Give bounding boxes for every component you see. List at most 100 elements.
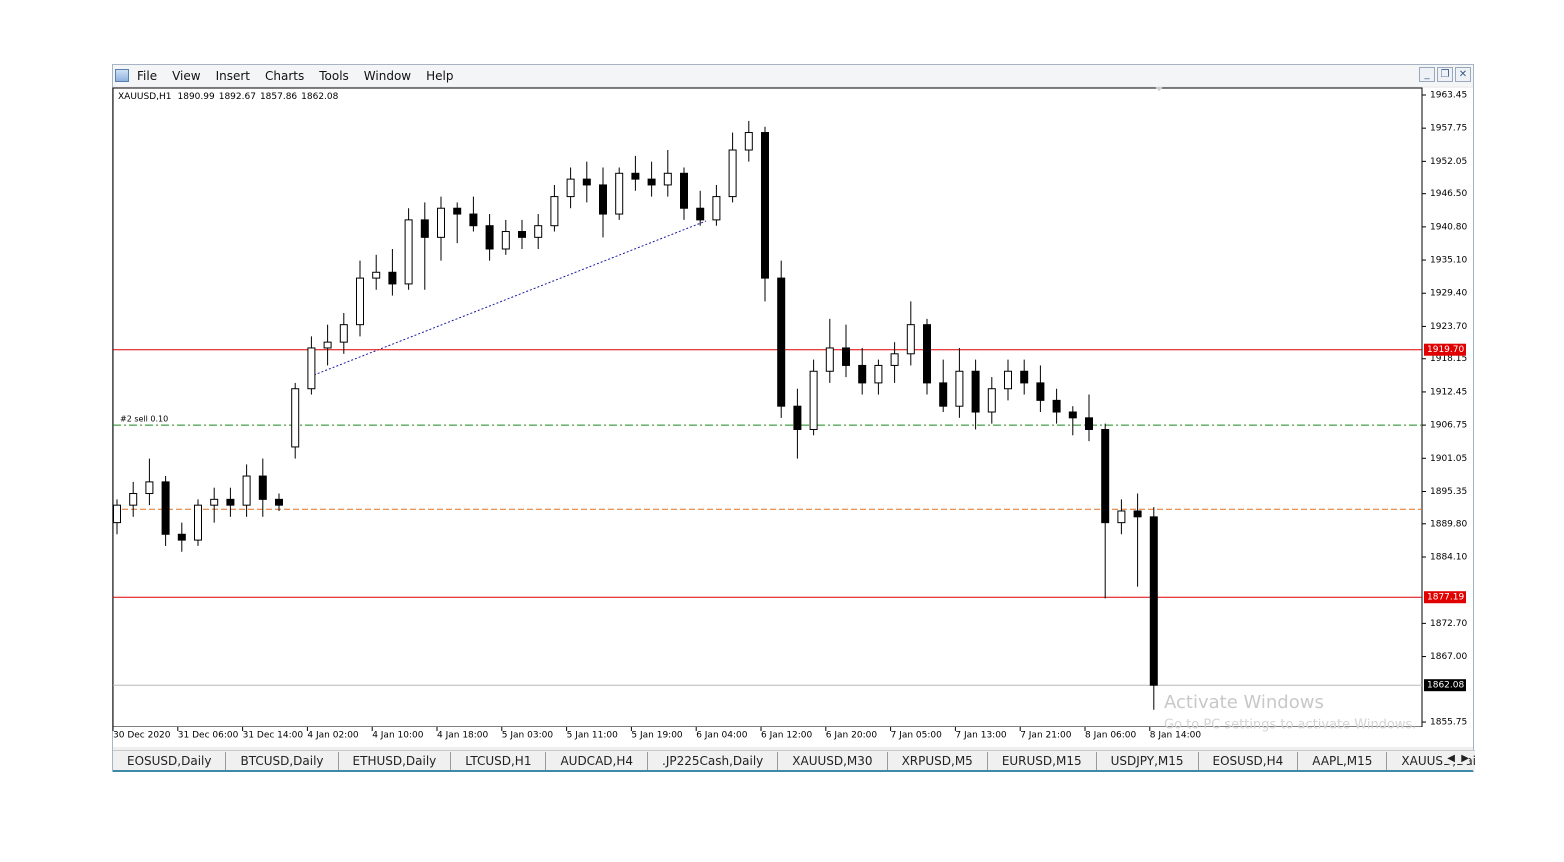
high-value: 1892.67 — [219, 92, 256, 102]
candle-body — [971, 370, 980, 413]
chart-tab[interactable]: XAUUSD,M30 — [778, 752, 888, 771]
candle-body — [874, 364, 883, 384]
chart-tab[interactable]: BTCUSD,Daily — [226, 752, 339, 771]
x-tick-label: 6 Jan 12:00 — [761, 731, 813, 741]
chart-tab[interactable]: EURUSD,M15 — [988, 752, 1097, 771]
watermark-title: Activate Windows — [1164, 692, 1324, 713]
candle-body — [599, 184, 607, 215]
x-tick-label: 4 Jan 18:00 — [437, 731, 489, 741]
menu-item[interactable]: File — [137, 68, 158, 83]
price-label: 1919.70 — [1427, 345, 1464, 355]
x-tick-label: 31 Dec 14:00 — [243, 731, 304, 741]
y-tick-label: 1867.00 — [1430, 652, 1467, 662]
candle-body — [372, 271, 381, 279]
candle-body — [825, 347, 834, 372]
menu-bar: File View Insert Charts Tools Window Help — [113, 65, 1473, 86]
price-label-bg — [1424, 343, 1466, 356]
close-value: 1862.08 — [301, 92, 338, 102]
chart-tabs: EOSUSD,Daily BTCUSD,Daily ETHUSD,Daily LTCU… — [113, 750, 1475, 771]
candle-body — [696, 207, 705, 221]
close-button[interactable]: ✕ — [1455, 67, 1471, 82]
y-tick-label: 1889.80 — [1430, 519, 1467, 529]
menu-item[interactable]: Help — [426, 68, 454, 83]
status-strip — [113, 770, 1473, 772]
y-tick-label: 1855.75 — [1430, 718, 1467, 728]
price-label-bg — [1424, 591, 1466, 604]
x-tick-label: 31 Dec 06:00 — [178, 731, 239, 741]
menu-item[interactable]: Charts — [265, 68, 305, 83]
app-icon — [115, 69, 129, 82]
candle-body — [388, 271, 397, 285]
chart-tab[interactable]: XRPUSD,M5 — [888, 752, 988, 771]
menu-item[interactable]: Insert — [215, 68, 250, 83]
x-tick-label: 7 Jan 21:00 — [1020, 731, 1072, 741]
chart-tab[interactable]: .JP225Cash,Daily — [648, 752, 779, 771]
y-tick-label: 1901.05 — [1430, 454, 1467, 464]
candle-body — [404, 219, 413, 285]
candle-body — [1149, 516, 1158, 686]
candle-body — [307, 347, 316, 390]
candle-body — [647, 178, 656, 186]
y-tick-label: 1957.75 — [1430, 124, 1467, 134]
tab-scroll[interactable]: ◀ ▶ — [1443, 753, 1469, 764]
candle-body — [1133, 510, 1142, 518]
price-label-bg — [1424, 679, 1466, 692]
menu-item[interactable]: View — [172, 68, 201, 83]
x-tick-label: 4 Jan 10:00 — [372, 731, 424, 741]
menu-item[interactable]: Tools — [319, 68, 349, 83]
x-tick-label: 8 Jan 06:00 — [1085, 731, 1137, 741]
y-tick-label: 1952.05 — [1430, 157, 1467, 167]
candle-body — [177, 533, 186, 541]
candle-body — [129, 493, 138, 506]
candle-body — [955, 370, 964, 407]
candle-body — [777, 277, 786, 407]
chart-tab[interactable]: EOSUSD,H4 — [1199, 752, 1299, 771]
y-tick-label: 1895.35 — [1430, 487, 1467, 497]
y-tick-label: 1872.70 — [1430, 619, 1467, 629]
candle-body — [615, 172, 624, 215]
restore-button[interactable]: ❐ — [1437, 67, 1453, 82]
chart-tab[interactable]: LTCUSD,H1 — [451, 752, 547, 771]
candle-body — [1004, 370, 1012, 390]
candle-body — [761, 132, 769, 279]
minimize-button[interactable]: _ — [1419, 67, 1435, 82]
candle-body — [534, 225, 543, 238]
candle-body — [145, 481, 154, 495]
candle-body — [1036, 382, 1045, 401]
candle-body — [1020, 370, 1029, 384]
x-tick-label: 7 Jan 13:00 — [955, 731, 1007, 741]
x-tick-label: 6 Jan 04:00 — [696, 731, 748, 741]
x-tick-label: 5 Jan 19:00 — [631, 731, 683, 741]
candle-body — [258, 475, 267, 500]
candle-body — [728, 149, 737, 198]
candle-body — [242, 475, 251, 506]
candle-body — [453, 207, 462, 215]
candle-body — [356, 277, 364, 326]
price-label: 1877.19 — [1427, 593, 1464, 603]
x-tick-label: 7 Jan 05:00 — [891, 731, 943, 741]
candle-body — [323, 341, 332, 349]
candle-body — [663, 172, 672, 186]
candle-body — [1101, 428, 1110, 524]
chart-tab[interactable]: AUDCAD,H4 — [546, 752, 648, 771]
chart-tab[interactable]: AAPL,M15 — [1298, 752, 1388, 771]
candle-body — [485, 225, 494, 250]
x-tick-label: 6 Jan 20:00 — [826, 731, 878, 741]
y-tick-label: 1929.40 — [1430, 289, 1467, 299]
y-tick-label: 1940.80 — [1430, 222, 1467, 232]
candle-body — [858, 364, 867, 384]
candle-body — [501, 231, 510, 250]
chart-tab[interactable]: USDJPY,M15 — [1097, 752, 1199, 771]
y-tick-label: 1912.45 — [1430, 387, 1467, 397]
x-tick-label: 30 Dec 2020 — [113, 731, 171, 741]
chart-tab[interactable]: ETHUSD,Daily — [339, 752, 452, 771]
candle-body — [210, 498, 219, 506]
menu-item[interactable]: Window — [363, 68, 412, 83]
candle-body — [1085, 417, 1093, 430]
candle-body — [793, 405, 802, 430]
candle-body — [939, 382, 948, 407]
chart-tab[interactable]: EOSUSD,Daily — [113, 752, 227, 771]
candle-body — [113, 504, 121, 524]
candle-body — [161, 481, 170, 535]
candle-body — [420, 219, 429, 238]
